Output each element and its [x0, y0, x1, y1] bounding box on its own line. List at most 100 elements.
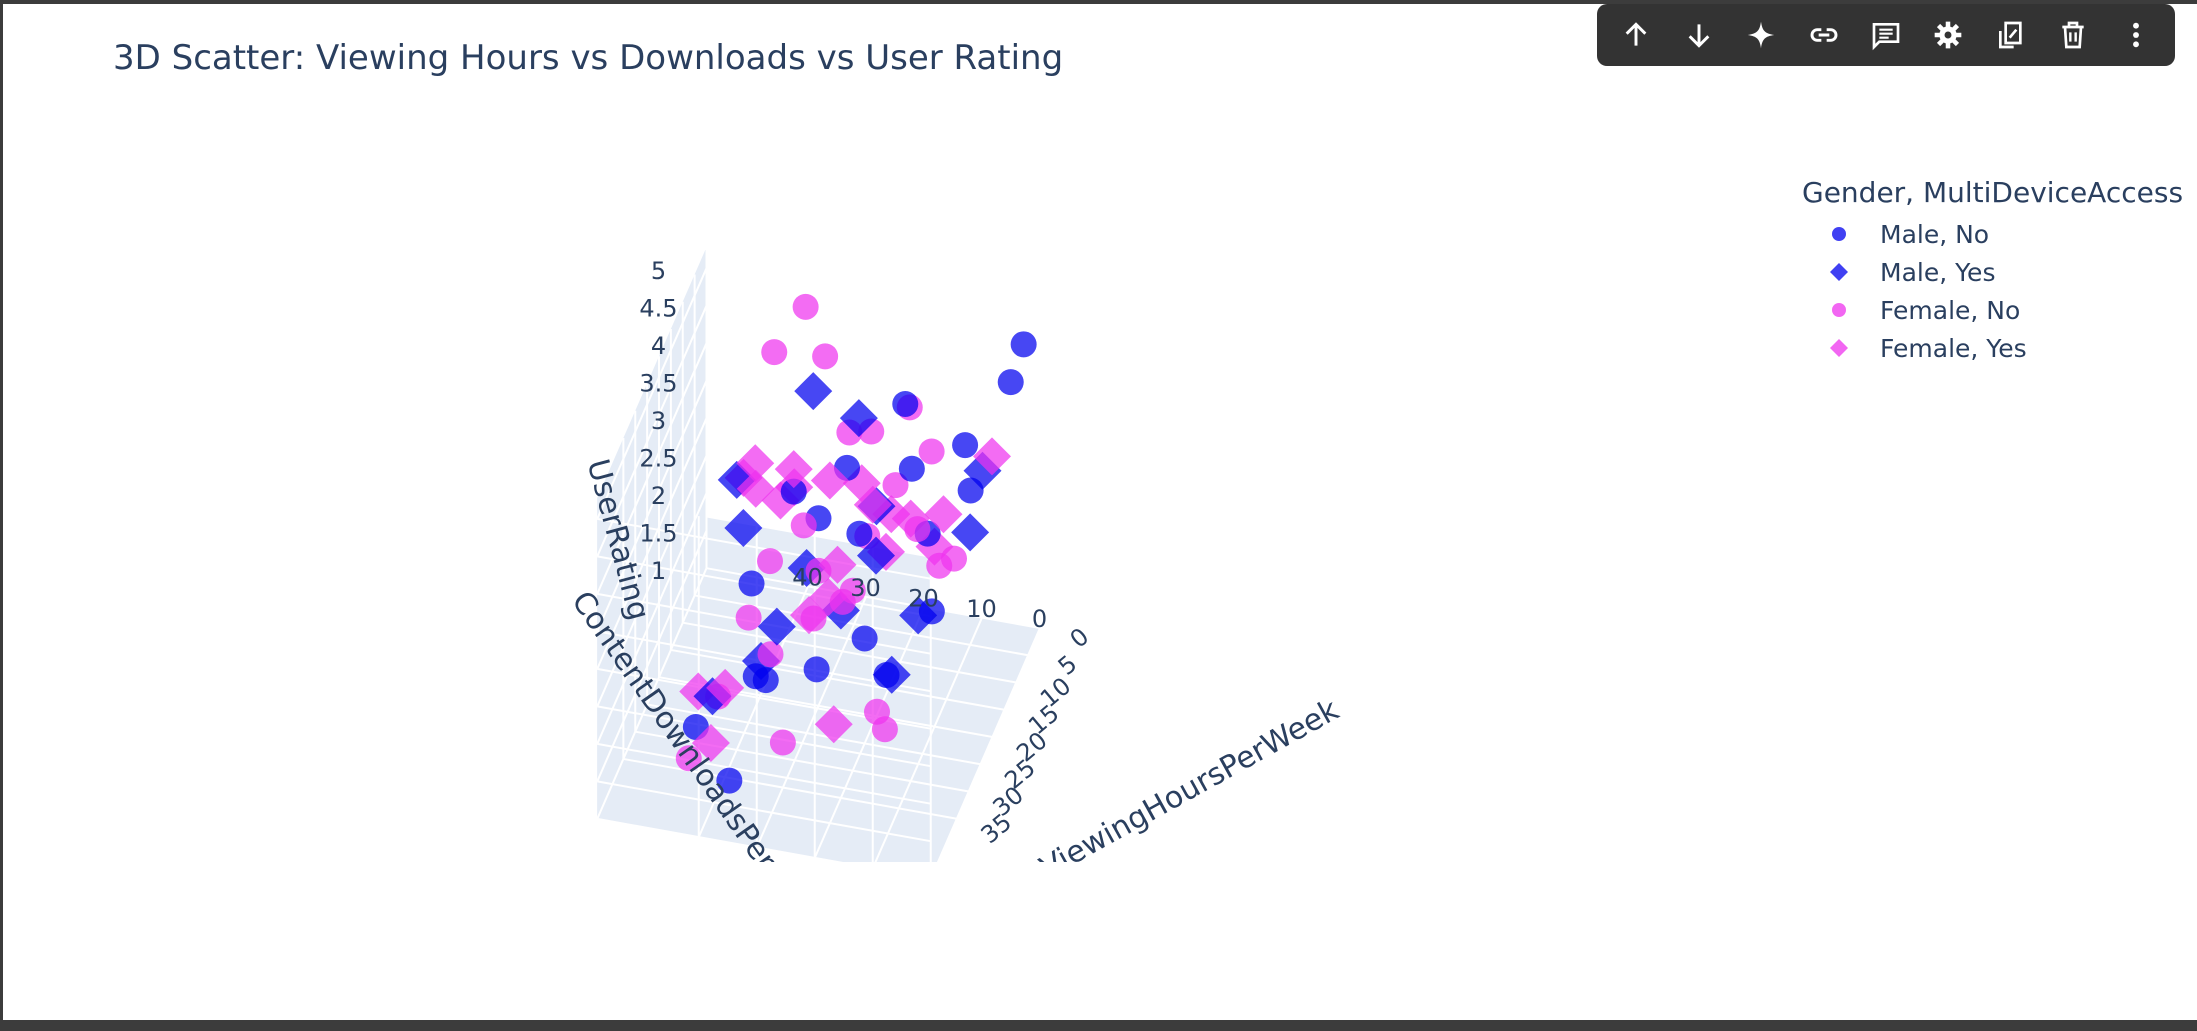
circle-marker — [769, 729, 796, 756]
diamond-marker — [951, 513, 990, 552]
legend-label: Male, Yes — [1880, 257, 1996, 287]
gridline-y-floor — [936, 627, 1041, 862]
gridline-z-side — [596, 342, 708, 595]
z-tick-label: 2.5 — [639, 445, 677, 473]
gridline-x-floor — [635, 730, 969, 793]
gridline-z-side — [596, 267, 708, 520]
z-tick-label: 4 — [651, 332, 666, 360]
z-tick-label: 1.5 — [639, 520, 677, 548]
circle-marker — [1010, 331, 1037, 358]
diamond-marker — [899, 596, 938, 635]
legend: Gender, MultiDeviceAccess Male, No Male,… — [1802, 176, 2183, 367]
diamond-marker — [818, 545, 857, 584]
z-tick-label: 1 — [651, 557, 666, 585]
x-tick-label: 0 — [1065, 622, 1095, 653]
gear-icon — [1935, 21, 1962, 49]
window-frame-top — [0, 0, 2197, 4]
z-tick-label: 5 — [651, 257, 666, 285]
circle-marker — [675, 745, 702, 772]
gridline-y-floor — [874, 617, 983, 862]
circle-marker — [873, 662, 900, 688]
circle-marker — [761, 339, 788, 366]
link-button[interactable] — [1800, 11, 1848, 59]
y-tick-label: 10 — [966, 595, 997, 623]
window-frame-bottom — [0, 1020, 2197, 1031]
gridline-z-back — [597, 742, 931, 805]
link-icon — [1810, 28, 1837, 42]
legend-item-female-yes[interactable]: Female, Yes — [1802, 329, 2183, 367]
circle-marker — [864, 698, 890, 725]
diamond-marker — [814, 705, 853, 744]
diamond-marker — [839, 399, 878, 438]
gridline-z-back — [597, 817, 844, 862]
side-wall-pane — [597, 250, 707, 819]
comment-button[interactable] — [1862, 11, 1910, 59]
circle-marker — [792, 293, 819, 320]
gridline-x-floor — [623, 757, 958, 820]
circle-marker — [812, 343, 839, 370]
arrow-up-icon — [1625, 22, 1647, 46]
gridline-z-side — [596, 417, 708, 670]
delete-button[interactable] — [2049, 11, 2097, 59]
window-frame-left — [0, 0, 3, 1031]
z-tick-label: 3 — [651, 407, 666, 435]
arrow-down-icon — [1688, 24, 1710, 48]
diamond-marker — [774, 450, 813, 489]
circle-marker — [829, 588, 856, 615]
settings-button[interactable] — [1924, 11, 1972, 59]
diamond-marker — [853, 485, 892, 524]
more-vert-icon — [2132, 22, 2139, 48]
legend-item-female-no[interactable]: Female, No — [1802, 291, 2183, 329]
legend-item-male-no[interactable]: Male, No — [1802, 215, 2183, 253]
circle-marker — [757, 548, 783, 575]
gridline-x-floor — [682, 621, 1017, 684]
circle-marker — [851, 625, 878, 652]
legend-label: Male, No — [1880, 219, 1990, 249]
move-down-button[interactable] — [1675, 11, 1723, 59]
data-markers — [675, 293, 1037, 794]
open-external-button[interactable] — [1987, 11, 2035, 59]
gridline-z-back — [597, 705, 931, 768]
circle-marker-icon — [1832, 303, 1846, 317]
circle-marker — [926, 552, 953, 579]
circle-marker — [952, 432, 979, 459]
ai-assist-button[interactable] — [1737, 11, 1785, 59]
z-tick-label: 3.5 — [639, 370, 677, 398]
y-tick-label: 20 — [908, 584, 939, 612]
diamond-marker — [810, 461, 849, 500]
legend-label: Female, No — [1880, 295, 2021, 325]
circle-marker — [757, 641, 784, 668]
legend-label: Female, Yes — [1880, 333, 2027, 363]
circle-marker — [716, 767, 743, 794]
more-options-button[interactable] — [2112, 11, 2160, 59]
circle-marker — [803, 656, 830, 683]
gridline-z-side — [596, 455, 708, 707]
diamond-marker — [757, 607, 796, 646]
circle-marker-icon — [1832, 227, 1846, 241]
move-up-button[interactable] — [1612, 11, 1660, 59]
circle-marker — [904, 516, 931, 543]
chart-title: 3D Scatter: Viewing Hours vs Downloads v… — [113, 38, 1064, 78]
diamond-marker — [973, 437, 1011, 476]
diamond-marker — [924, 495, 963, 534]
y-tick-label: 40 — [792, 564, 823, 592]
y-tick-label: 0 — [1032, 605, 1047, 633]
legend-title: Gender, MultiDeviceAccess — [1802, 176, 2184, 209]
gridline-x-floor — [670, 648, 1005, 711]
trash-icon — [2062, 21, 2084, 49]
diamond-marker — [857, 536, 895, 575]
sparkle-icon — [1747, 21, 1775, 49]
circle-marker — [997, 369, 1024, 396]
diamond-marker — [736, 469, 775, 508]
x-axis-title: ViewingHoursPerWeek — [1034, 692, 1345, 886]
circle-marker — [742, 663, 769, 690]
circle-marker — [898, 455, 925, 482]
z-tick-label: 2 — [651, 482, 666, 510]
cell-toolbar — [1597, 4, 2175, 66]
diamond-marker-icon — [1830, 263, 1848, 281]
diamond-marker — [724, 508, 763, 547]
circle-marker — [892, 390, 919, 417]
circle-marker — [735, 604, 762, 631]
legend-item-male-yes[interactable]: Male, Yes — [1802, 253, 2183, 291]
